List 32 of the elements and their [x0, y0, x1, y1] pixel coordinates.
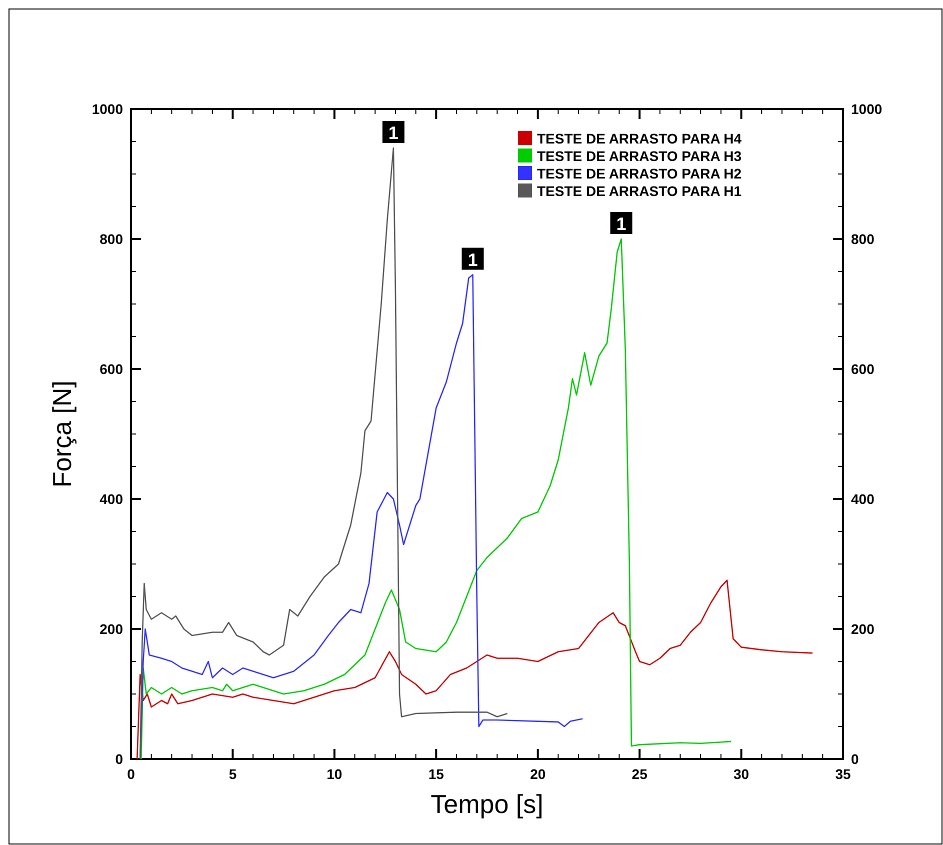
x-tick-label: 30 — [733, 766, 750, 782]
y2-tick-label: 0 — [851, 751, 859, 767]
x-tick-label: 35 — [835, 766, 851, 782]
y-tick-label: 200 — [100, 621, 124, 637]
y2-tick-label: 1000 — [851, 101, 882, 117]
line-series — [140, 238, 732, 760]
y-tick-label: 1000 — [92, 101, 124, 117]
y2-tick-label: 400 — [851, 491, 875, 507]
line-series — [140, 147, 508, 760]
annotation: 1 — [468, 250, 478, 270]
y-tick-label: 0 — [115, 751, 124, 767]
legend-label: TESTE DE ARRASTO PARA H2 — [537, 166, 742, 182]
y-tick-label: 600 — [100, 361, 124, 377]
legend-label: TESTE DE ARRASTO PARA H1 — [537, 183, 742, 199]
y-tick-label: 400 — [100, 491, 124, 507]
y-axis-title: Força [N] — [47, 380, 77, 488]
x-tick-label: 25 — [632, 766, 648, 782]
x-tick-label: 15 — [428, 766, 444, 782]
x-tick-label: 5 — [228, 766, 237, 782]
y-tick-label: 800 — [100, 231, 124, 247]
x-axis-title: Tempo [s] — [430, 789, 544, 819]
y2-tick-label: 200 — [851, 621, 875, 637]
line-series — [136, 580, 814, 760]
annotation: 1 — [388, 123, 398, 143]
x-tick-label: 10 — [326, 766, 342, 782]
y2-tick-label: 800 — [851, 231, 875, 247]
y2-tick-label: 600 — [851, 361, 875, 377]
legend-label: TESTE DE ARRASTO PARA H3 — [537, 148, 742, 164]
annotation: 1 — [616, 214, 626, 234]
x-tick-label: 0 — [127, 766, 136, 782]
x-tick-label: 20 — [530, 766, 546, 782]
legend-label: TESTE DE ARRASTO PARA H4 — [537, 130, 742, 146]
